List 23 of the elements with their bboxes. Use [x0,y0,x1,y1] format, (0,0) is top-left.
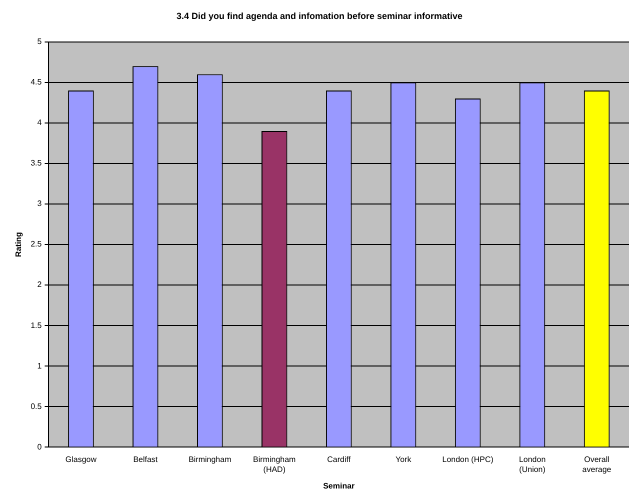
chart-title: 3.4 Did you find agenda and infomation before seminar informative [176,10,463,21]
y-axis-title: Rating [14,232,24,257]
x-tick-label: Cardiff [327,455,352,464]
y-tick-label: 2.5 [30,240,42,249]
x-tick-label: London (Union) [518,455,546,474]
x-tick-label: Belfast [133,455,158,464]
y-tick-label: 4 [37,118,42,128]
y-tick-label: 2 [37,280,42,290]
x-tick-label: York [395,455,412,464]
x-tick-label: London (HPC) [442,455,494,464]
y-tick-label: 3 [37,199,42,208]
x-tick-label: Birmingham (HAD) [253,455,296,474]
x-tick-label: Birmingham [188,455,232,464]
y-tick-label: 0.5 [30,402,42,411]
x-axis-title: Seminar [323,481,355,490]
y-tick-label: 1.5 [30,320,42,330]
y-tick-label: 1 [37,361,42,370]
y-tick-label: 3.5 [30,158,42,168]
x-tick-label: Overall average [582,455,612,474]
x-tick-label: Glasgow [65,455,97,464]
y-tick-label: 0 [37,442,42,452]
y-tick-label: 4.5 [30,78,42,87]
y-tick-label: 5 [37,37,42,46]
